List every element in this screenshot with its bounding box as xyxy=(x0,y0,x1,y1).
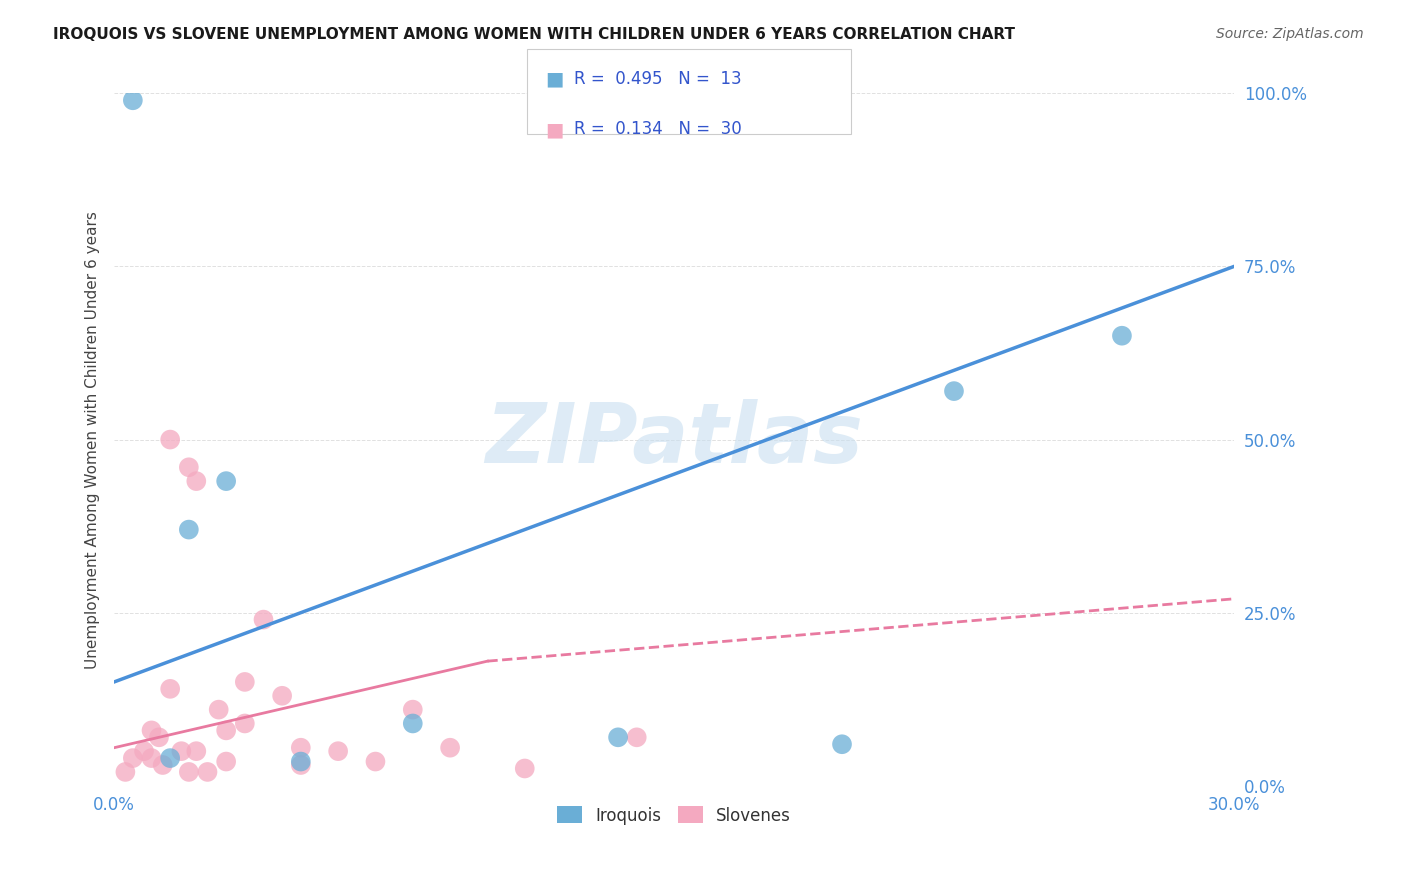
Point xyxy=(215,723,238,738)
Text: R =  0.134   N =  30: R = 0.134 N = 30 xyxy=(574,120,741,138)
Point xyxy=(364,755,387,769)
Point xyxy=(626,731,648,745)
Point xyxy=(197,764,219,779)
Point xyxy=(208,703,231,717)
Point xyxy=(177,764,200,779)
Point xyxy=(148,731,170,745)
Point xyxy=(159,751,181,765)
Legend: Iroquois, Slovenes: Iroquois, Slovenes xyxy=(548,798,800,833)
Point xyxy=(141,723,163,738)
Point xyxy=(177,460,200,475)
Text: Source: ZipAtlas.com: Source: ZipAtlas.com xyxy=(1216,27,1364,41)
Point xyxy=(1111,328,1133,343)
Point xyxy=(159,681,181,696)
Text: ZIPatlas: ZIPatlas xyxy=(485,399,863,480)
Point xyxy=(943,384,966,398)
Point xyxy=(121,93,143,107)
Point xyxy=(290,740,312,755)
Point xyxy=(152,758,174,772)
Point xyxy=(513,762,536,776)
Text: IROQUOIS VS SLOVENE UNEMPLOYMENT AMONG WOMEN WITH CHILDREN UNDER 6 YEARS CORRELA: IROQUOIS VS SLOVENE UNEMPLOYMENT AMONG W… xyxy=(53,27,1015,42)
Y-axis label: Unemployment Among Women with Children Under 6 years: Unemployment Among Women with Children U… xyxy=(86,211,100,668)
Point xyxy=(177,523,200,537)
Point xyxy=(252,613,274,627)
Point xyxy=(439,740,461,755)
Point xyxy=(831,737,853,751)
Point xyxy=(233,674,256,689)
Point xyxy=(290,758,312,772)
Point xyxy=(114,764,136,779)
Point xyxy=(141,751,163,765)
Point xyxy=(132,744,155,758)
Point xyxy=(186,744,208,758)
Point xyxy=(159,433,181,447)
Point xyxy=(607,731,630,745)
Point xyxy=(326,744,349,758)
Text: ■: ■ xyxy=(546,120,564,139)
Point xyxy=(186,474,208,488)
Point xyxy=(402,716,425,731)
Point xyxy=(233,716,256,731)
Point xyxy=(121,751,143,765)
Point xyxy=(290,755,312,769)
Text: R =  0.495   N =  13: R = 0.495 N = 13 xyxy=(574,70,741,87)
Text: ■: ■ xyxy=(546,70,564,88)
Point xyxy=(402,703,425,717)
Point xyxy=(215,755,238,769)
Point xyxy=(271,689,294,703)
Point xyxy=(170,744,193,758)
Point xyxy=(215,474,238,488)
